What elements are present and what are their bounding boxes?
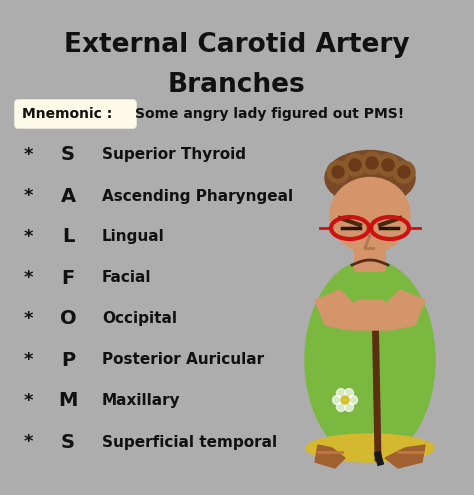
Text: Posterior Auricular: Posterior Auricular [102, 352, 264, 367]
Text: L: L [62, 228, 74, 247]
Text: A: A [61, 187, 75, 205]
Text: Mnemonic :: Mnemonic : [22, 107, 117, 121]
Ellipse shape [377, 154, 399, 176]
Polygon shape [385, 445, 425, 468]
Ellipse shape [332, 396, 341, 404]
Text: *: * [23, 146, 33, 164]
Text: F: F [61, 268, 74, 288]
Ellipse shape [361, 152, 383, 174]
FancyBboxPatch shape [354, 238, 386, 272]
Ellipse shape [306, 434, 434, 462]
Ellipse shape [344, 154, 366, 176]
Text: M: M [58, 392, 78, 410]
Text: Facial: Facial [102, 270, 152, 286]
Text: Some angry lady figured out PMS!: Some angry lady figured out PMS! [135, 107, 404, 121]
Circle shape [341, 396, 349, 404]
Ellipse shape [393, 161, 415, 183]
Text: Occipital: Occipital [102, 311, 177, 327]
Text: S: S [61, 146, 75, 164]
Text: P: P [61, 350, 75, 369]
Ellipse shape [330, 178, 410, 252]
Text: Lingual: Lingual [102, 230, 165, 245]
Polygon shape [315, 445, 345, 468]
Ellipse shape [348, 396, 357, 404]
Ellipse shape [332, 166, 344, 178]
Text: O: O [60, 309, 76, 329]
Text: *: * [23, 187, 33, 205]
Ellipse shape [337, 389, 346, 397]
Text: S: S [61, 433, 75, 451]
Polygon shape [315, 290, 360, 330]
Text: External Carotid Artery: External Carotid Artery [64, 32, 410, 58]
Ellipse shape [345, 402, 354, 411]
Text: Ascending Pharyngeal: Ascending Pharyngeal [102, 189, 293, 203]
Text: *: * [23, 392, 33, 410]
Text: *: * [23, 269, 33, 287]
Ellipse shape [327, 161, 349, 183]
Ellipse shape [305, 260, 435, 460]
Text: *: * [23, 351, 33, 369]
Text: Superficial temporal: Superficial temporal [102, 435, 277, 449]
Polygon shape [380, 290, 425, 330]
Ellipse shape [398, 166, 410, 178]
FancyBboxPatch shape [15, 100, 136, 128]
Ellipse shape [345, 389, 354, 397]
Ellipse shape [325, 150, 415, 205]
Text: Branches: Branches [168, 72, 306, 98]
Text: Maxillary: Maxillary [102, 394, 181, 408]
Text: Superior Thyroid: Superior Thyroid [102, 148, 246, 162]
Text: *: * [23, 228, 33, 246]
Ellipse shape [382, 159, 394, 171]
Polygon shape [348, 300, 392, 330]
Ellipse shape [349, 159, 361, 171]
Ellipse shape [366, 157, 378, 169]
Text: *: * [23, 310, 33, 328]
Ellipse shape [337, 402, 346, 411]
Text: *: * [23, 433, 33, 451]
